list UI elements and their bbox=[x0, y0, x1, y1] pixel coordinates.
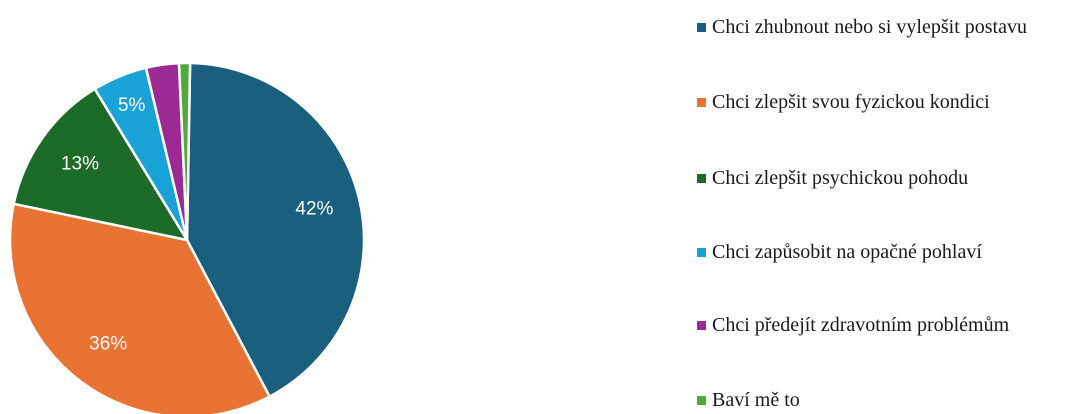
legend-swatch bbox=[697, 248, 706, 257]
pie-slice-labels: 42% 36% 13% 5% bbox=[61, 95, 334, 355]
pie-slices bbox=[8, 61, 366, 414]
legend-swatch bbox=[697, 23, 706, 32]
pie-slice-label-3: 5% bbox=[118, 95, 146, 116]
legend-label: Chci zapůsobit na opačné pohlaví bbox=[712, 241, 982, 263]
legend-label: Chci zlepšit svou fyzickou kondici bbox=[712, 91, 990, 113]
legend-swatch bbox=[697, 396, 706, 405]
legend-label: Baví mě to bbox=[712, 389, 800, 411]
legend-label: Chci zhubnout nebo si vylepšit postavu bbox=[712, 16, 1027, 38]
pie-slice-0 bbox=[185, 61, 366, 398]
legend-swatch bbox=[697, 98, 706, 107]
pie-slice-label-1: 36% bbox=[89, 334, 127, 355]
pie-slice-label-2: 13% bbox=[61, 154, 99, 175]
legend-swatch bbox=[697, 174, 706, 183]
pie-slice-label-0: 42% bbox=[295, 199, 333, 220]
pie-slice-2 bbox=[12, 87, 189, 242]
pie-chart: 42% 36% 13% 5% bbox=[8, 61, 366, 414]
pie-slice-5 bbox=[177, 61, 192, 242]
legend-label: Chci předejít zdravotním problémům bbox=[712, 314, 1010, 336]
legend-label: Chci zlepšit psychickou pohodu bbox=[712, 167, 969, 189]
legend-swatch bbox=[697, 321, 706, 330]
